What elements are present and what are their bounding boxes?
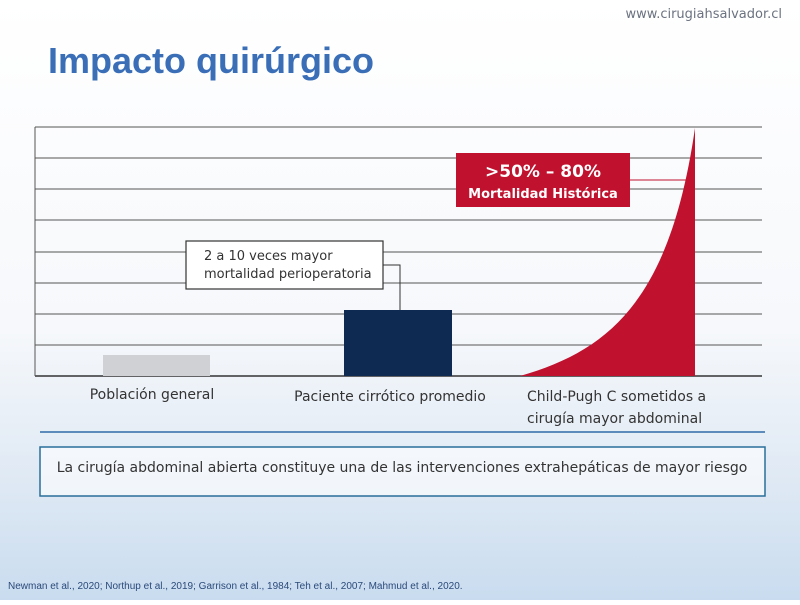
annotation: mortalidad perioperatoria [204, 267, 372, 282]
category-label: Child-Pugh C sometidos a [527, 389, 706, 405]
annotation: Mortalidad Histórica [468, 187, 618, 202]
bar [344, 310, 452, 376]
footnote: Newman et al., 2020; Northup et al., 201… [8, 581, 463, 592]
url: www.cirugiahsalvador.cl [625, 7, 782, 22]
annotation: 2 a 10 veces mayor [204, 249, 333, 264]
summary-box [39, 446, 766, 497]
slide-title: Impacto quirúrgico [48, 40, 374, 81]
annotation-box [456, 153, 630, 207]
category-label: Población general [90, 387, 215, 403]
connector [383, 264, 401, 310]
category-label: cirugía mayor abdominal [527, 411, 702, 427]
category-label: Paciente cirrótico promedio [294, 389, 486, 405]
summary: La cirugía abdominal abierta constituye … [57, 460, 748, 476]
annotation: >50% – 80% [485, 162, 601, 182]
bar [103, 355, 210, 376]
curve [520, 128, 695, 376]
annotation-box [185, 240, 384, 290]
